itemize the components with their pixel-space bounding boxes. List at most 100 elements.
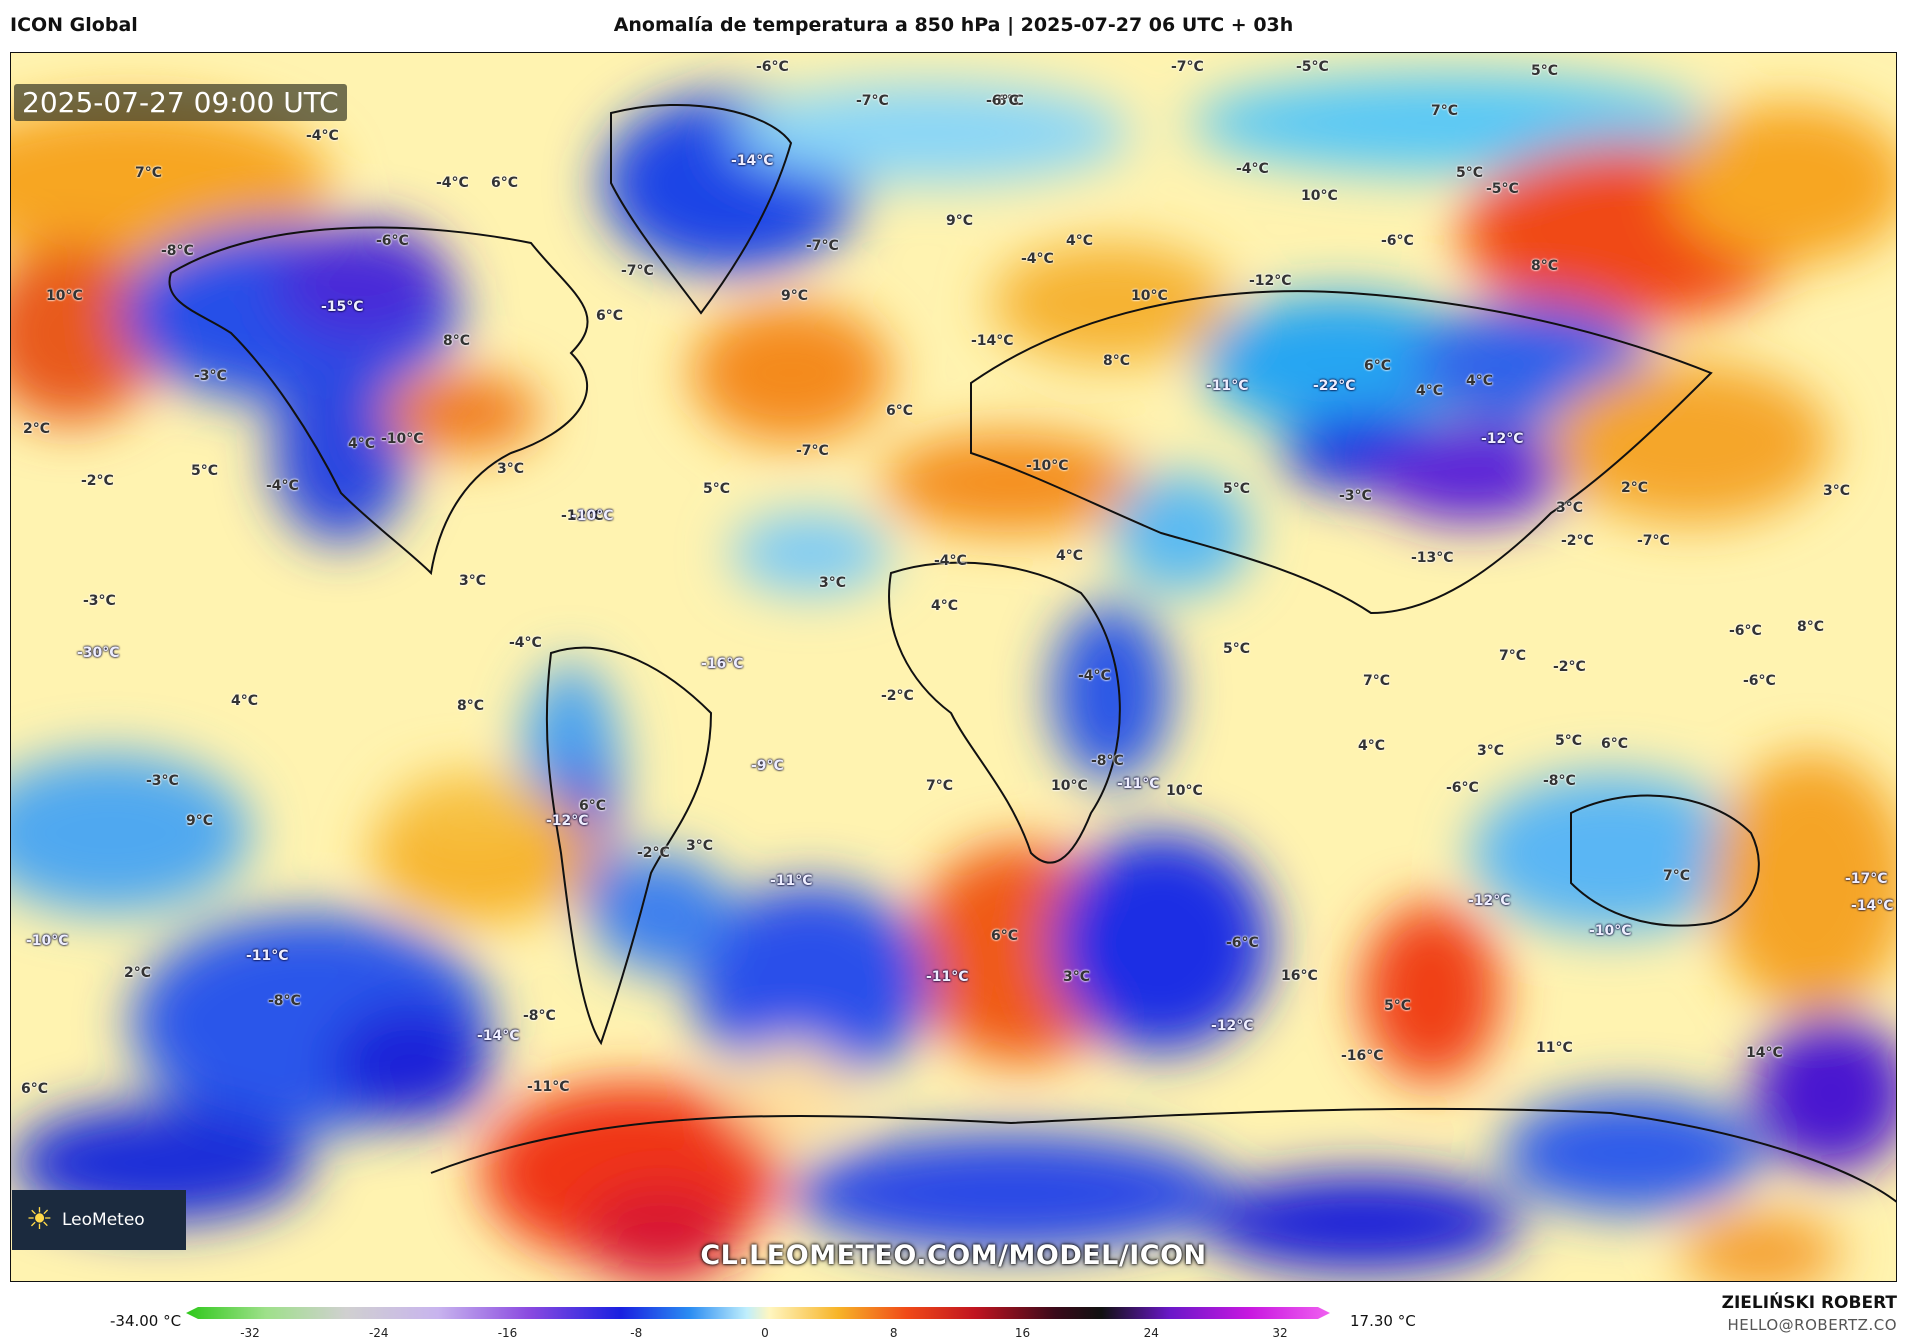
temperature-label: -11°C [1117,776,1160,792]
temperature-label: -8°C [1091,753,1124,769]
temperature-label: 6°C [21,1081,49,1097]
temperature-label: -12°C [546,813,589,829]
temperature-label: -7°C [856,93,889,109]
temperature-label: -13°C [1411,550,1454,566]
temperature-label: 8°C [1531,258,1559,274]
temperature-label: 5°C [703,481,731,497]
temperature-label: 9°C [946,213,974,229]
temperature-label: -6°C [1729,623,1762,639]
leometeo-logo: ☀ LeoMeteo [12,1190,186,1250]
temperature-label: -7°C [1637,533,1670,549]
temperature-label: -4°C [1236,161,1269,177]
temperature-label: -6°C [376,233,409,249]
temperature-label: 5°C [191,463,219,479]
temperature-label: -12°C [1249,273,1292,289]
temperature-label: -11°C [527,1079,570,1095]
temperature-label: 6°C [491,175,519,191]
temperature-label: 2°C [124,965,152,981]
temperature-label: -2°C [881,688,914,704]
temperature-label: 3°C [686,838,714,854]
temperature-label: -15°C [321,299,364,315]
temperature-label: -7°C [1171,59,1204,75]
temperature-label: 4°C [348,436,376,452]
temperature-label: -10°C [1589,923,1632,939]
header-bar: ICON Global Anomalía de temperatura a 85… [0,0,1907,52]
temperature-label: -11°C [246,948,289,964]
colorbar-gradient [186,1307,1330,1319]
temperature-label: 6°C [1601,736,1629,752]
temperature-label: -14°C [731,153,774,169]
coastlines [168,103,1896,1203]
temperature-label: 2°C [1621,480,1649,496]
colorbar-tick-label: 16 [1014,1326,1031,1340]
temperature-label: -11°C [770,873,813,889]
colorbar-tick-label: 32 [1272,1326,1288,1340]
temperature-label: -6°C [991,93,1024,109]
temperature-label: -10°C [571,508,614,524]
temperature-label: 5°C [1531,63,1559,79]
temperature-label: -8°C [161,243,194,259]
temperature-label: -3°C [146,773,179,789]
temperature-label: 6°C [1364,358,1392,374]
colorbar-min-label: -34.00 °C [110,1312,182,1330]
temperature-label: 8°C [1103,353,1131,369]
temperature-label: 7°C [1499,648,1527,664]
temperature-label: 3°C [1477,743,1505,759]
temperature-label: 6°C [579,798,607,814]
temperature-label: 10°C [1131,288,1168,304]
temperature-label: -2°C [1553,659,1586,675]
temperature-label: -4°C [436,175,469,191]
temperature-label: 4°C [231,693,259,709]
temperature-label: 3°C [1556,500,1584,516]
temperature-label: 4°C [1416,383,1444,399]
temperature-label: 8°C [1797,619,1825,635]
temperature-label: -10°C [381,431,424,447]
temperature-label: -6°C [986,93,1019,109]
app-title: ICON Global [10,14,138,36]
temperature-label: -6°C [1381,233,1414,249]
temperature-label: 3°C [459,573,487,589]
temperature-label: -7°C [621,263,654,279]
temperature-label: -14°C [477,1028,520,1044]
colorbar-tick-label: -16 [497,1326,518,1340]
temperature-label: -7°C [796,443,829,459]
temperature-label: -3°C [194,368,227,384]
temperature-label: 10°C [46,288,83,304]
temperature-label: -8°C [523,1008,556,1024]
temperature-label: 4°C [1358,738,1386,754]
temperature-label: -4°C [1021,251,1054,267]
temperature-label: 10°C [1051,778,1088,794]
temperature-label: 16°C [1281,968,1318,984]
colorbar-tick-label: -8 [630,1326,643,1340]
temperature-label: 14°C [1746,1045,1783,1061]
temperature-label: -12°C [561,508,604,524]
temperature-label: 7°C [1363,673,1391,689]
temperature-label: 7°C [1663,868,1691,884]
temperature-label: -2°C [81,473,114,489]
temperature-label: 10°C [1301,188,1338,204]
temperature-label: -4°C [306,128,339,144]
source-url: CL.LEOMETEO.COM/MODEL/ICON [700,1240,1207,1271]
temperature-label: -8°C [1543,773,1576,789]
temperature-label: 6°C [991,928,1019,944]
temperature-label: 4°C [1466,373,1494,389]
temperature-label: -4°C [509,635,542,651]
colorbar-tick-label: 0 [761,1326,769,1340]
temperature-label: 9°C [781,288,809,304]
temperature-label: -5°C [1486,181,1519,197]
temperature-label: -14°C [971,333,1014,349]
temperature-label: -11°C [1206,378,1249,394]
temperature-label: -4°C [934,553,967,569]
temperature-label: 11°C [1536,1040,1573,1056]
temperature-label: -8°C [268,993,301,1009]
temperature-label: 3°C [1823,483,1851,499]
temperature-label: -12°C [1211,1018,1254,1034]
temperature-label: -4°C [1078,668,1111,684]
temperature-label: -2°C [1561,533,1594,549]
author-name: ZIELIŃSKI ROBERT [1721,1293,1897,1313]
colorbar-tick-label: -32 [240,1326,260,1340]
colorbar-tick-label: 24 [1143,1326,1159,1340]
temperature-label: 3°C [497,461,525,477]
temperature-label: -14°C [1851,898,1894,914]
temperature-label: 8°C [443,333,471,349]
